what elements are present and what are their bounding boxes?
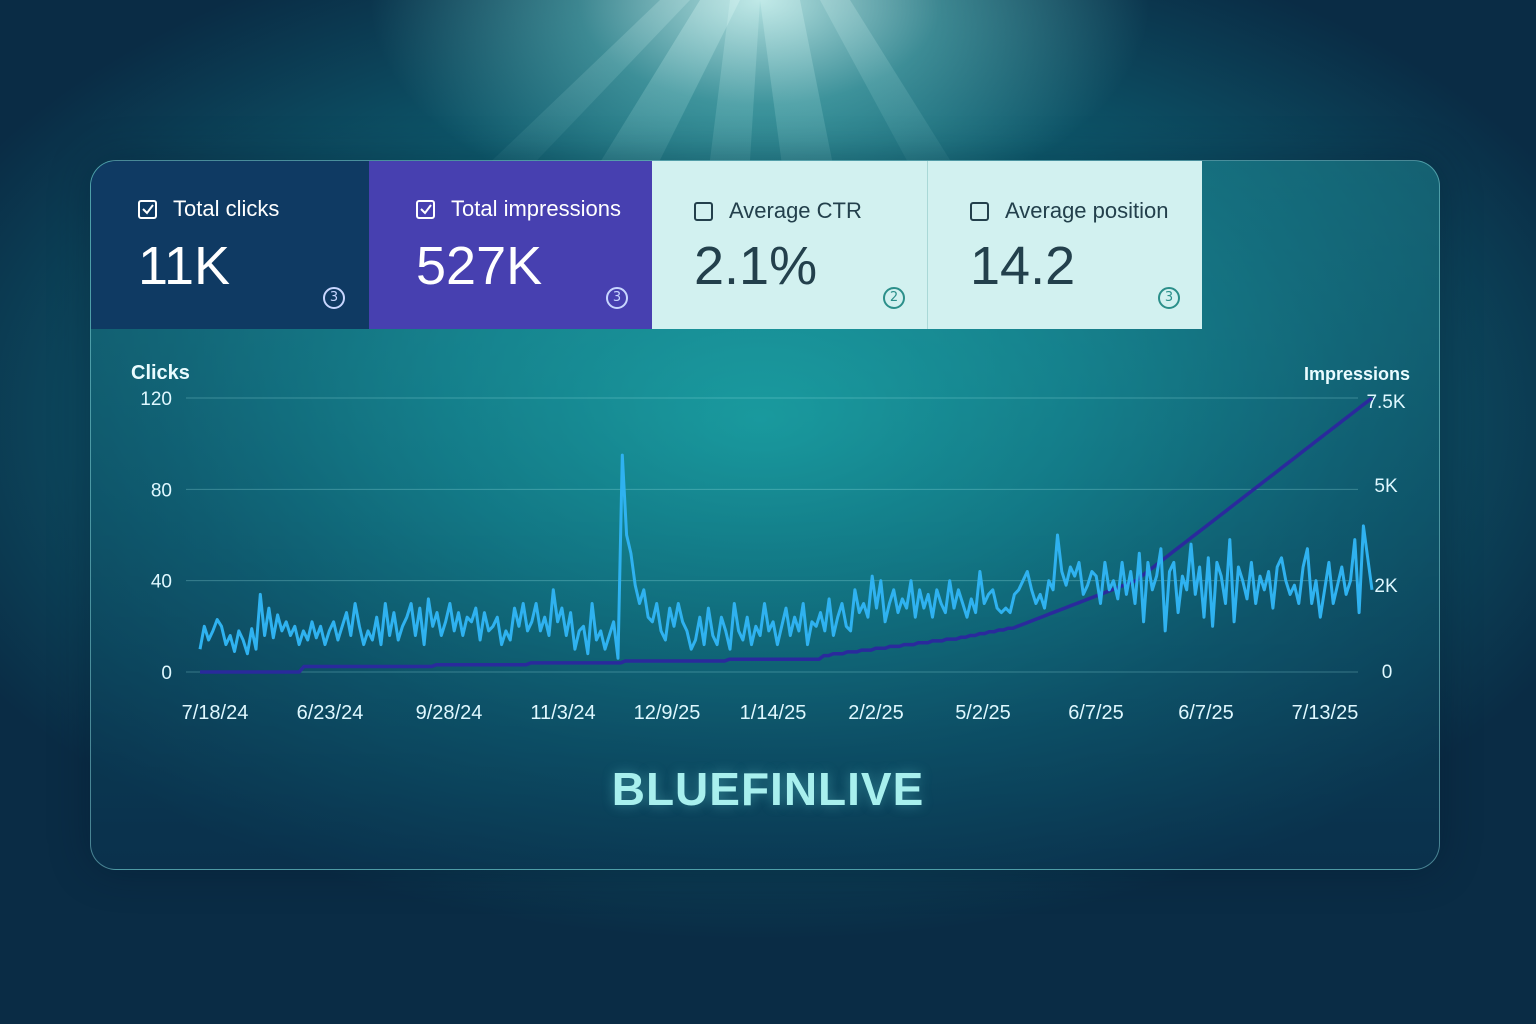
metric-value: 11K <box>138 236 231 296</box>
help-icon[interactable]: 2 <box>883 287 905 309</box>
x-tick-label: 5/2/25 <box>955 702 1011 724</box>
y-tick-label-left: 0 <box>161 663 172 684</box>
y-axis-left-title: Clicks <box>131 362 190 384</box>
x-tick-label: 1/14/25 <box>740 702 807 724</box>
metric-label: Total clicks <box>173 196 280 221</box>
clicks-series-line <box>198 453 1374 660</box>
metric-value: 14.2 <box>970 236 1076 296</box>
x-axis: 7/18/24 6/23/24 9/28/24 11/3/24 12/9/25 1/14/… <box>182 702 1359 724</box>
x-tick-label: 6/7/25 <box>1068 702 1124 724</box>
metric-average-position[interactable]: Average position 14.2 3 <box>928 161 1202 329</box>
x-tick-label: 7/18/24 <box>182 702 249 724</box>
metric-label: Total impressions <box>451 196 621 221</box>
help-icon[interactable]: 3 <box>606 287 628 309</box>
chart-lines <box>198 396 1374 674</box>
x-tick-label: 6/7/25 <box>1178 702 1234 724</box>
metric-average-ctr[interactable]: Average CTR 2.1% 2 <box>652 161 928 329</box>
metric-total-impressions[interactable]: Total impressions 527K 3 <box>369 161 652 329</box>
x-tick-label: 9/28/24 <box>416 702 483 724</box>
metric-tabs: Total clicks 11K 3 Total impressions 527… <box>91 161 1202 329</box>
x-tick-label: 11/3/24 <box>530 702 595 724</box>
help-icon[interactable]: 3 <box>1158 287 1180 309</box>
help-icon[interactable]: 3 <box>323 287 345 309</box>
y-axis-left: 120 80 40 0 <box>140 389 172 684</box>
x-tick-label: 12/9/25 <box>634 702 701 724</box>
x-tick-label: 6/23/24 <box>297 702 364 724</box>
impressions-series-line <box>200 396 1374 674</box>
y-tick-label-left: 120 <box>140 389 172 410</box>
metric-label: Average position <box>1005 198 1169 223</box>
y-tick-label-right: 2K <box>1374 576 1398 597</box>
y-tick-label-right: 7.5K <box>1366 392 1405 413</box>
y-axis-right-title: Impressions <box>1304 364 1410 384</box>
performance-card: Total clicks 11K 3 Total impressions 527… <box>90 160 1440 870</box>
x-tick-label: 2/2/25 <box>848 702 904 724</box>
checkbox-checked-icon[interactable] <box>138 199 157 219</box>
metric-value: 527K <box>416 236 543 296</box>
y-tick-label-left: 80 <box>151 480 172 501</box>
checkbox-checked-icon[interactable] <box>416 199 435 219</box>
y-tick-label-left: 40 <box>151 572 172 593</box>
y-axis-right: 7.5K 5K 2K 0 <box>1366 392 1405 683</box>
metric-label: Average CTR <box>729 198 862 223</box>
checkbox-unchecked-icon[interactable] <box>970 201 989 221</box>
checkbox-unchecked-icon[interactable] <box>694 201 713 221</box>
y-tick-label-right: 0 <box>1382 662 1393 683</box>
x-tick-label: 7/13/25 <box>1292 702 1359 724</box>
brand-title: BLUEFINLIVE <box>611 763 925 815</box>
metric-total-clicks[interactable]: Total clicks 11K 3 <box>91 161 369 329</box>
metric-value: 2.1% <box>694 236 818 296</box>
y-tick-label-right: 5K <box>1374 476 1398 497</box>
